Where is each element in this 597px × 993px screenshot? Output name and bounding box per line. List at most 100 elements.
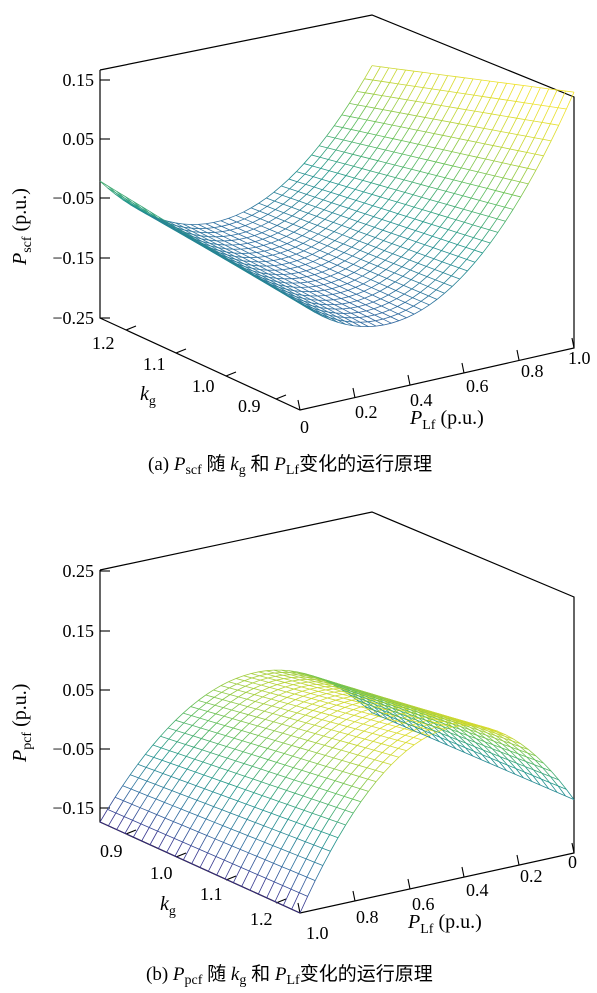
chart-a-mesh-line bbox=[356, 210, 366, 215]
chart-b-mesh-line bbox=[528, 749, 537, 757]
chart-b-mesh-line bbox=[298, 876, 308, 893]
chart-a-mesh-line bbox=[239, 239, 248, 244]
chart-a-mesh-line bbox=[466, 249, 475, 260]
chart-a-mesh-line bbox=[296, 300, 306, 306]
chart-b-mesh-line bbox=[464, 752, 474, 757]
chart-b-mesh-line bbox=[265, 721, 274, 729]
chart-a-mesh-line bbox=[480, 226, 490, 231]
chart-a-mesh-line bbox=[367, 237, 376, 245]
chart-b-mesh-line bbox=[177, 744, 186, 754]
chart-b-mesh-line bbox=[459, 732, 468, 740]
chart-a-mesh-line bbox=[398, 317, 407, 322]
chart-a-mesh-line bbox=[310, 238, 320, 243]
chart-a-mesh-line bbox=[486, 175, 496, 189]
chart-a-mesh-line bbox=[195, 240, 204, 246]
chart-b-mesh-line bbox=[238, 815, 248, 820]
chart-a-mesh-line bbox=[433, 250, 442, 260]
chart-b-mesh-line bbox=[400, 710, 410, 715]
chart-a-mesh-line bbox=[207, 232, 216, 238]
chart-a-mesh-line bbox=[457, 244, 467, 248]
chart-b-mesh-line bbox=[427, 718, 435, 721]
chart-a-mesh-line bbox=[363, 191, 373, 195]
chart-a-mesh-line bbox=[374, 312, 383, 316]
chart-a-mesh-line bbox=[511, 166, 520, 181]
chart-a-mesh-line bbox=[292, 218, 301, 225]
chart-a-mesh-line bbox=[458, 259, 467, 269]
chart-a-mesh-line bbox=[335, 248, 345, 253]
chart-b-mesh-line bbox=[238, 803, 247, 817]
chart-b-mesh-line bbox=[335, 697, 344, 701]
chart-b-mesh-line bbox=[434, 718, 444, 722]
chart-b-mesh-line bbox=[280, 819, 289, 833]
chart-a-mesh-line bbox=[313, 178, 322, 188]
chart-b-mesh-line bbox=[293, 769, 302, 781]
chart-a-mesh-line bbox=[422, 199, 431, 210]
chart-a-mesh-line bbox=[372, 294, 381, 300]
chart-b-mesh-line bbox=[239, 711, 249, 716]
chart-a-mesh-line bbox=[328, 311, 336, 314]
chart-a-mesh-line bbox=[467, 140, 477, 143]
chart-b-mesh-line bbox=[205, 694, 215, 698]
chart-a-mesh-line bbox=[295, 243, 304, 248]
chart-a-mesh-line bbox=[370, 172, 380, 184]
chart-a-mesh-line bbox=[337, 268, 346, 274]
chart-b-mesh-line bbox=[223, 845, 233, 861]
chart-a-mesh-line bbox=[472, 224, 482, 228]
chart-b-mesh-line bbox=[493, 740, 503, 745]
chart-b-mesh-line bbox=[342, 762, 351, 772]
chart-a-mesh-line bbox=[424, 102, 433, 105]
chart-b-mesh-line bbox=[207, 856, 217, 872]
chart-a-mesh-line bbox=[343, 313, 352, 319]
chart-a-mesh-line bbox=[310, 299, 319, 301]
chart-b-mesh-line bbox=[464, 720, 473, 725]
chart-b-mesh-line bbox=[540, 778, 550, 790]
chart-b-mesh-line bbox=[292, 684, 302, 688]
chart-b-mesh-line bbox=[252, 756, 261, 767]
chart-a-mesh-line bbox=[377, 265, 387, 270]
chart-b-mesh-line bbox=[209, 740, 219, 745]
chart-b-mesh-line bbox=[303, 795, 312, 800]
chart-b-mesh-line bbox=[314, 679, 324, 683]
chart-a-mesh-line bbox=[480, 213, 489, 217]
chart-a-mesh-line bbox=[350, 231, 359, 239]
chart-a-mesh-line bbox=[388, 189, 397, 200]
chart-b-mesh-line bbox=[318, 775, 327, 779]
chart-a-mesh-line bbox=[294, 235, 303, 241]
chart-b-mesh-line bbox=[232, 867, 242, 883]
chart-a-mesh-line bbox=[255, 276, 264, 282]
chart-a-mesh-line bbox=[280, 290, 289, 297]
chart-b-mesh-line bbox=[305, 828, 314, 842]
chart-b-mesh-line bbox=[366, 756, 375, 761]
chart-a-mesh-line bbox=[176, 225, 185, 231]
chart-b-mesh-line bbox=[337, 821, 346, 826]
chart-b-mesh-line bbox=[358, 695, 368, 700]
chart-a-z-tick: 0.05 bbox=[63, 129, 95, 149]
chart-a-mesh-line bbox=[350, 116, 359, 119]
chart-a-mesh-line bbox=[281, 264, 291, 269]
chart-a-mesh-line bbox=[527, 169, 537, 185]
chart-b-mesh-line bbox=[218, 754, 228, 759]
chart-b-mesh-line bbox=[149, 827, 158, 832]
chart-a-mesh-line bbox=[395, 177, 405, 181]
chart-a-mesh-line bbox=[213, 252, 223, 258]
chart-a-mesh-line bbox=[426, 133, 435, 147]
chart-a-mesh-line bbox=[512, 194, 521, 198]
chart-b-mesh-line bbox=[379, 728, 389, 732]
chart-a-mesh-line bbox=[418, 266, 427, 274]
chart-b-mesh-line bbox=[228, 678, 237, 683]
chart-b-mesh-line bbox=[148, 798, 157, 812]
chart-a-mesh-line bbox=[495, 177, 504, 191]
chart-b-mesh-line bbox=[265, 863, 274, 879]
chart-b-mesh-line bbox=[239, 703, 248, 707]
chart-a-mesh-line bbox=[379, 286, 388, 292]
chart-b-mesh-line bbox=[308, 742, 317, 751]
chart-b-mesh-line bbox=[468, 732, 477, 739]
chart-b-mesh-line bbox=[342, 771, 352, 775]
chart-b-mesh-line bbox=[290, 869, 299, 875]
chart-a-mesh-line bbox=[471, 211, 481, 215]
chart-a-mesh-line bbox=[457, 234, 466, 245]
chart-b-mesh-line bbox=[350, 695, 359, 698]
chart-b-mesh-line bbox=[299, 737, 308, 741]
chart-a-mesh-line bbox=[474, 249, 483, 254]
chart-a-mesh-line bbox=[364, 294, 373, 299]
